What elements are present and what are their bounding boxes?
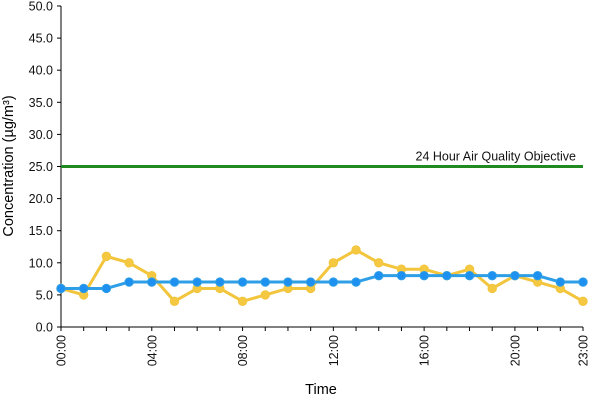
x-tick-label: 08:00 xyxy=(236,335,250,366)
data-point xyxy=(56,283,66,294)
data-point xyxy=(283,277,293,287)
y-axis-title: Concentration (µg/m³) xyxy=(1,95,17,236)
reference-layer: 24 Hour Air Quality Objective xyxy=(61,150,583,168)
data-point xyxy=(532,270,543,281)
series-2 xyxy=(56,270,588,294)
data-point xyxy=(374,270,384,281)
data-point xyxy=(374,258,384,268)
x-tick-label: 20:00 xyxy=(508,335,522,366)
y-tick-label: 35.0 xyxy=(29,96,53,110)
data-point xyxy=(442,270,452,281)
data-point xyxy=(510,270,520,281)
x-tick-label: 12:00 xyxy=(327,335,341,366)
x-tick-label: 16:00 xyxy=(418,335,432,366)
data-point xyxy=(419,270,429,281)
data-point xyxy=(487,270,497,281)
data-point xyxy=(487,283,497,294)
y-tick-label: 30.0 xyxy=(29,128,53,142)
y-tick-label: 10.0 xyxy=(29,256,53,270)
data-point xyxy=(328,258,339,268)
data-point xyxy=(124,277,134,287)
data-point xyxy=(124,258,134,268)
data-point xyxy=(464,270,475,281)
data-point xyxy=(260,277,270,287)
data-point xyxy=(305,277,316,287)
data-point xyxy=(328,277,339,287)
data-point xyxy=(169,296,180,307)
data-point xyxy=(78,283,89,294)
data-point xyxy=(555,277,566,287)
y-tick-label: 0.0 xyxy=(36,321,53,335)
data-point xyxy=(237,296,248,307)
x-axis-title: Time xyxy=(305,382,337,398)
y-tick-label: 50.0 xyxy=(29,0,53,14)
data-point xyxy=(260,290,270,300)
y-tick-label: 25.0 xyxy=(29,160,53,174)
data-point xyxy=(396,270,407,281)
data-point xyxy=(351,245,361,255)
x-tick-label: 23:00 xyxy=(577,335,591,366)
data-point xyxy=(169,277,180,287)
y-tick-label: 15.0 xyxy=(29,224,53,238)
data-point xyxy=(101,283,112,294)
data-point xyxy=(351,277,361,287)
x-tick-label: 04:00 xyxy=(145,335,159,366)
y-tick-label: 5.0 xyxy=(36,288,53,302)
y-tick-label: 40.0 xyxy=(29,64,53,78)
data-point xyxy=(215,277,225,287)
data-point xyxy=(237,277,248,287)
data-point xyxy=(578,277,588,287)
reference-line-label: 24 Hour Air Quality Objective xyxy=(416,150,577,164)
x-tick-label: 00:00 xyxy=(55,335,69,366)
data-point xyxy=(578,296,588,307)
data-point xyxy=(147,277,157,287)
data-point xyxy=(101,251,112,262)
y-tick-label: 20.0 xyxy=(29,192,53,206)
tick-labels: 0.0 5.0 10.0 15.0 20.0 25.0 30.0 35.0 40.0 45.0 50… xyxy=(29,0,591,366)
series-layer xyxy=(56,245,588,307)
y-tick-label: 45.0 xyxy=(29,32,53,46)
data-point xyxy=(192,277,202,287)
